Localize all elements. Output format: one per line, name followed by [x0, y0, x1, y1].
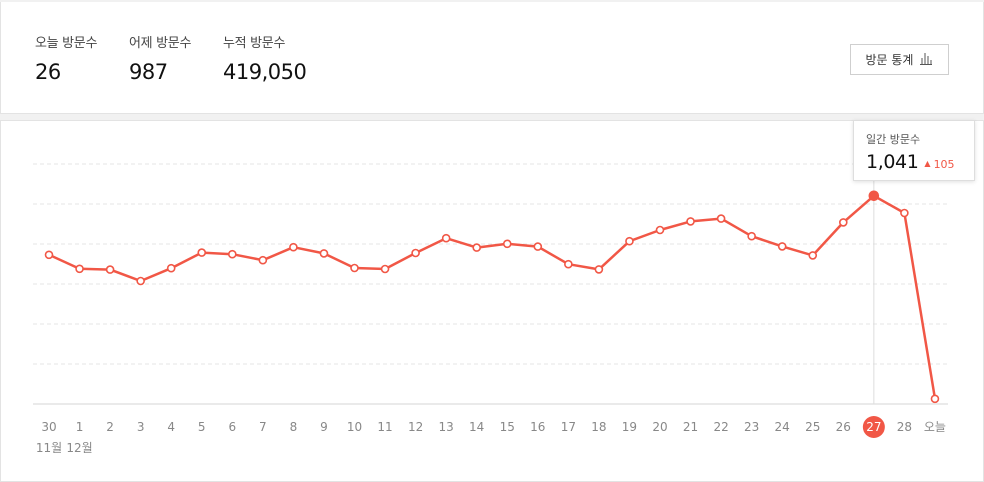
tooltip: 일간 방문수 1,041 ▲ 105	[853, 120, 975, 181]
x-tick-label: 18	[591, 420, 606, 434]
data-point[interactable]	[44, 250, 54, 260]
data-point[interactable]	[747, 231, 756, 241]
month-label: 11월	[36, 441, 62, 455]
x-tick-label: 12	[408, 420, 423, 434]
stat-total-label: 누적 방문수	[223, 36, 286, 51]
x-tick-label: 4	[167, 420, 175, 434]
data-point[interactable]	[228, 249, 237, 259]
data-point[interactable]	[258, 255, 268, 265]
x-tick-label: 13	[439, 420, 454, 434]
x-tick-label: 27	[866, 420, 881, 434]
data-point[interactable]	[502, 239, 512, 249]
tooltip-label: 일간 방문수	[866, 133, 921, 146]
data-point[interactable]	[868, 190, 880, 202]
highlighted-tick-badge	[862, 416, 885, 438]
data-point[interactable]	[655, 225, 665, 235]
data-point[interactable]	[197, 248, 207, 257]
x-tick-label: 25	[805, 420, 820, 434]
data-point[interactable]	[105, 265, 115, 274]
data-point[interactable]	[564, 259, 573, 269]
x-tick-label: 24	[775, 420, 790, 434]
x-tick-label: 19	[622, 420, 637, 434]
x-tick-label: 2	[106, 420, 114, 434]
tooltip-delta: 105	[933, 158, 955, 171]
stat-total: 누적 방문수 419,050	[223, 32, 307, 84]
x-tick-label: 16	[530, 420, 545, 434]
x-tick-label: 8	[290, 420, 298, 434]
stat-yesterday: 어제 방문수 987	[129, 32, 191, 84]
data-point[interactable]	[411, 248, 420, 258]
x-tick-label: 14	[469, 420, 484, 434]
data-point[interactable]	[686, 217, 695, 226]
stat-today-label: 오늘 방문수	[35, 36, 98, 51]
data-point[interactable]	[533, 242, 543, 251]
x-tick-label: 오늘	[924, 420, 946, 434]
visit-stats-button[interactable]: 방문 통계	[850, 44, 949, 75]
data-point[interactable]	[900, 208, 909, 218]
stat-today: 오늘 방문수 26	[35, 32, 97, 84]
x-tick-label: 22	[713, 420, 728, 434]
triangle-up-icon: ▲	[924, 159, 931, 168]
data-point[interactable]	[441, 233, 451, 243]
stat-today-value: 26	[35, 60, 61, 84]
x-tick-label: 1	[76, 420, 84, 434]
x-tick-label: 10	[347, 420, 362, 434]
data-point[interactable]	[166, 263, 176, 273]
stat-yesterday-value: 987	[129, 60, 168, 84]
x-tick-label: 15	[500, 420, 515, 434]
x-tick-label: 7	[259, 420, 267, 434]
data-point[interactable]	[350, 263, 359, 273]
data-point[interactable]	[380, 264, 390, 274]
x-tick-label: 9	[320, 420, 328, 434]
data-point[interactable]	[838, 218, 848, 227]
data-point[interactable]	[808, 251, 818, 260]
data-point[interactable]	[75, 264, 84, 274]
stat-yesterday-label: 어제 방문수	[129, 36, 192, 51]
chart-card	[0, 120, 984, 482]
x-tick-label: 5	[198, 420, 206, 434]
stats-card: 오늘 방문수 26 어제 방문수 987 누적 방문수 419,050 방문 통…	[0, 2, 984, 114]
data-point[interactable]	[136, 276, 145, 286]
x-tick-label: 3	[137, 420, 145, 434]
bar-chart-icon	[919, 52, 933, 68]
data-point[interactable]	[594, 265, 604, 274]
month-label: 12월	[66, 441, 92, 455]
x-tick-label: 26	[836, 420, 851, 434]
data-point[interactable]	[930, 394, 940, 404]
data-point[interactable]	[289, 242, 298, 252]
visit-stats-button-label: 방문 통계	[865, 53, 914, 67]
x-tick-label: 28	[897, 420, 912, 434]
data-point[interactable]	[625, 236, 634, 246]
x-tick-label: 11	[377, 420, 392, 434]
x-tick-label: 20	[652, 420, 667, 434]
x-tick-label: 6	[228, 420, 236, 434]
x-tick-label: 23	[744, 420, 759, 434]
x-tick-label: 21	[683, 420, 698, 434]
tooltip-value: 1,041	[866, 151, 919, 173]
data-point[interactable]	[319, 249, 329, 258]
x-tick-label: 30	[41, 420, 56, 434]
stat-total-value: 419,050	[223, 60, 307, 84]
data-point[interactable]	[716, 214, 726, 223]
x-tick-label: 17	[561, 420, 576, 434]
data-point[interactable]	[777, 242, 787, 251]
series-line	[48, 194, 937, 400]
data-point[interactable]	[472, 243, 482, 252]
